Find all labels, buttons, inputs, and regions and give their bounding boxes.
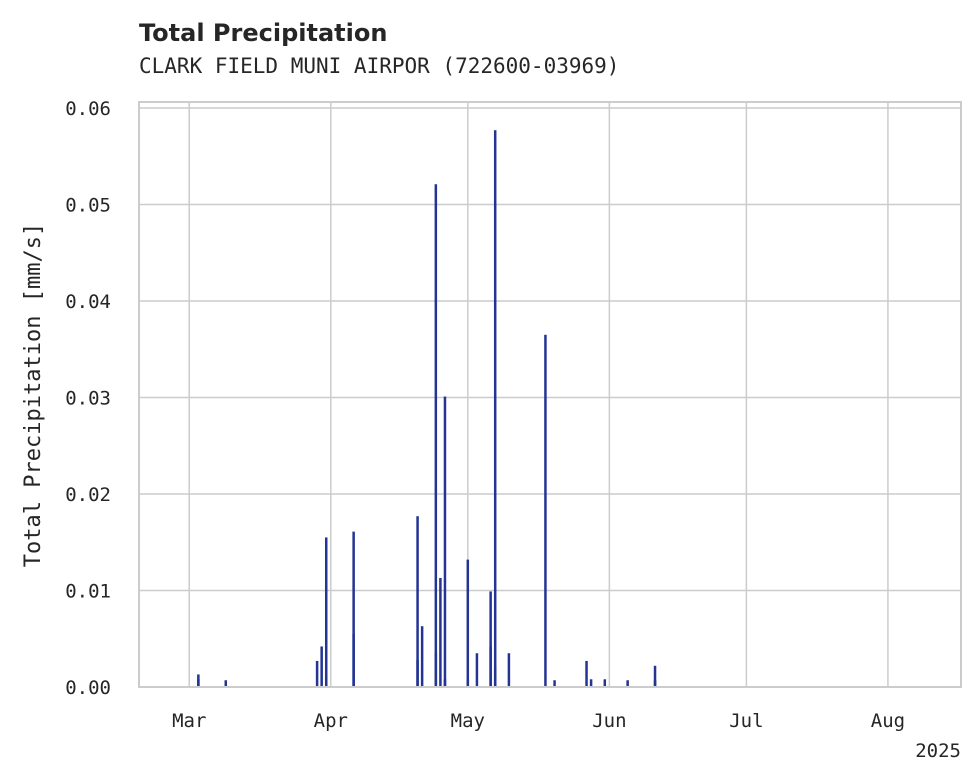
x-axis-offset-label: 2025 bbox=[915, 740, 961, 762]
y-tick-label: 0.04 bbox=[65, 291, 111, 313]
precipitation-bar bbox=[434, 184, 438, 688]
precipitation-bar bbox=[224, 680, 228, 687]
precipitation-bar bbox=[324, 674, 328, 687]
x-tick-label: Aug bbox=[871, 710, 905, 732]
y-tick-label: 0.06 bbox=[65, 98, 111, 120]
precipitation-bar bbox=[653, 680, 657, 687]
precipitation-bar bbox=[507, 653, 511, 687]
precipitation-bar bbox=[416, 659, 419, 687]
y-tick-label: 0.03 bbox=[65, 388, 111, 410]
precipitation-bar bbox=[553, 680, 556, 687]
precipitation-bar bbox=[493, 130, 497, 687]
precipitation-bar bbox=[443, 679, 447, 687]
precipitation-bar bbox=[197, 679, 200, 687]
precipitation-bar bbox=[439, 577, 442, 687]
y-tick-label: 0.02 bbox=[65, 484, 111, 506]
precipitation-bar bbox=[352, 531, 355, 687]
precipitation-bar bbox=[416, 516, 419, 687]
precipitation-bar bbox=[653, 665, 657, 687]
y-axis-ticks: 0.00 0.01 0.02 0.03 0.04 0.05 0.06 bbox=[65, 98, 111, 699]
precipitation-bar bbox=[585, 660, 588, 687]
precipitation-bar bbox=[466, 679, 470, 687]
precipitation-bars bbox=[197, 130, 657, 688]
precipitation-bar bbox=[324, 537, 328, 687]
precipitation-bar bbox=[589, 679, 593, 687]
chart-title: Total Precipitation bbox=[139, 19, 387, 47]
chart-subtitle: CLARK FIELD MUNI AIRPOR (722600-03969) bbox=[139, 54, 619, 78]
y-tick-label: 0.05 bbox=[65, 195, 111, 217]
y-tick-label: 0.00 bbox=[65, 677, 111, 699]
precipitation-bar bbox=[544, 334, 547, 687]
y-tick-label: 0.01 bbox=[65, 581, 111, 603]
precipitation-bar bbox=[475, 653, 479, 687]
x-tick-label: Mar bbox=[172, 710, 206, 732]
precipitation-bar bbox=[315, 660, 319, 687]
precipitation-bar bbox=[626, 680, 629, 687]
x-tick-label: Apr bbox=[314, 710, 348, 732]
precipitation-bar bbox=[320, 646, 323, 687]
plot-frame bbox=[138, 101, 962, 688]
y-axis-label: Total Precipitation [mm/s] bbox=[21, 223, 46, 567]
precipitation-bar bbox=[466, 559, 470, 687]
precipitation-bar bbox=[420, 626, 424, 687]
precipitation-bar bbox=[603, 679, 607, 687]
precipitation-bar bbox=[434, 653, 438, 687]
precipitation-bar bbox=[493, 665, 497, 687]
precipitation-bar bbox=[489, 591, 492, 687]
x-tick-label: Jun bbox=[592, 710, 626, 732]
x-tick-label: Jul bbox=[729, 710, 763, 732]
x-tick-label: May bbox=[451, 710, 485, 732]
x-axis-ticks: Mar Apr May Jun Jul Aug bbox=[172, 710, 905, 732]
precipitation-bar bbox=[352, 633, 355, 687]
precipitation-bar bbox=[443, 396, 447, 687]
grid-lines bbox=[139, 102, 961, 688]
